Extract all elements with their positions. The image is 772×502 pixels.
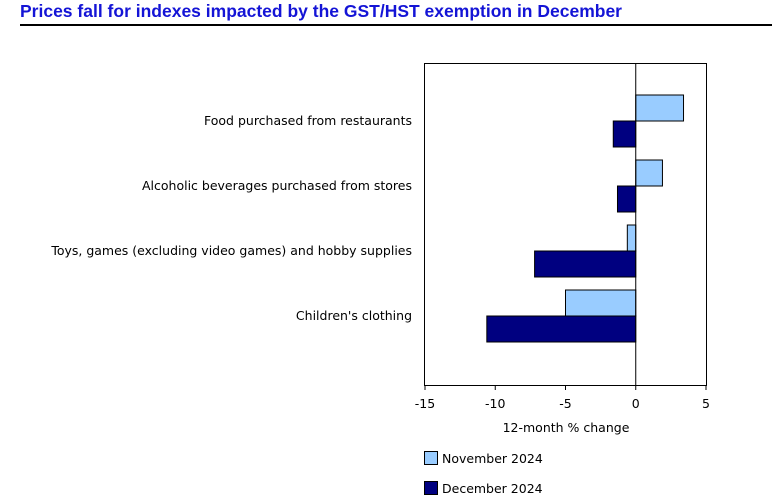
category-labels: Food purchased from restaurants Alcoholic…: [50, 113, 412, 323]
bar-november-2024-0: [635, 94, 685, 122]
x-tick-label: 5: [702, 396, 710, 411]
bars-group: [486, 94, 685, 343]
category-label: Children's clothing: [296, 308, 412, 323]
legend-swatch-december-2024: [424, 481, 438, 495]
bar-november-2024-3: [565, 289, 637, 317]
category-label: Alcoholic beverages purchased from store…: [142, 178, 412, 193]
bar-december-2024-0: [612, 120, 637, 148]
title-divider: [20, 24, 772, 26]
x-tick-label: -5: [559, 396, 571, 411]
category-label: Food purchased from restaurants: [204, 113, 412, 128]
legend: November 2024 December 2024: [424, 451, 543, 496]
x-tick-label: -10: [485, 396, 505, 411]
bar-december-2024-2: [534, 250, 637, 278]
legend-swatch-november-2024: [424, 451, 438, 465]
bar-november-2024-1: [635, 159, 663, 187]
legend-label: December 2024: [442, 481, 543, 496]
bar-december-2024-1: [616, 185, 637, 213]
bar-december-2024-3: [486, 315, 637, 343]
bar-november-2024-2: [626, 224, 637, 252]
x-axis-ticks: -15 -10 -5 0 5: [415, 385, 710, 411]
category-label: Toys, games (excluding video games) and …: [50, 243, 412, 258]
x-tick-label: 0: [632, 396, 640, 411]
x-tick-label: -15: [415, 396, 435, 411]
legend-label: November 2024: [442, 451, 543, 466]
x-axis-label: 12-month % change: [503, 420, 630, 435]
chart-title: Prices fall for indexes impacted by the …: [20, 1, 622, 21]
